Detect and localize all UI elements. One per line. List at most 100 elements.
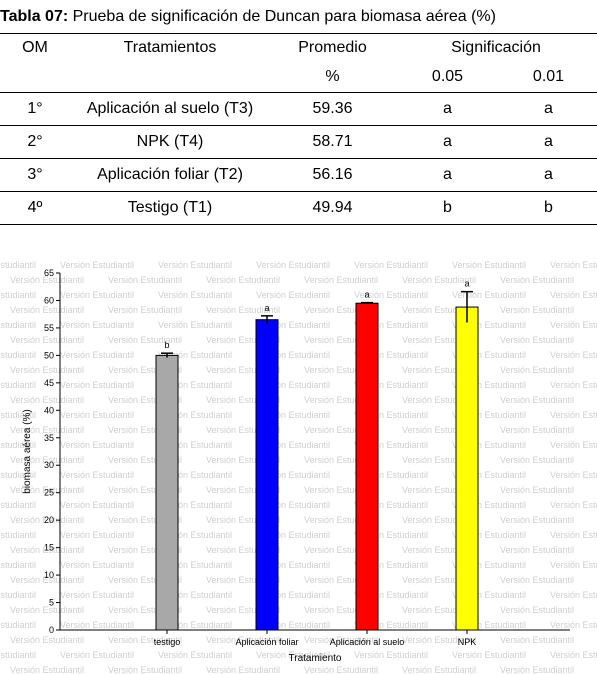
watermark: Versión Estudiantil bbox=[452, 650, 526, 660]
watermark: Versión Estudiantil bbox=[402, 515, 476, 525]
watermark: Versión Estudiantil bbox=[452, 260, 526, 270]
header-cell: OM bbox=[0, 33, 70, 62]
watermark: Versión Estudiantil bbox=[256, 440, 330, 450]
table-row: 4º Testigo (T1) 49.94 b b bbox=[0, 191, 597, 225]
watermark: Versión Estudiantil bbox=[60, 560, 134, 570]
table-cell: Aplicación foliar (T2) bbox=[70, 158, 270, 192]
table-cell: Aplicación al suelo (T3) bbox=[70, 92, 270, 126]
watermark: Versión Estudiantil bbox=[550, 500, 597, 510]
watermark: Versión Estudiantil bbox=[158, 410, 232, 420]
watermark: Versión Estudiantil bbox=[402, 485, 476, 495]
watermark: Versión Estudiantil bbox=[500, 275, 574, 285]
y-tick-label: 5 bbox=[49, 598, 54, 608]
table-cell: 3° bbox=[0, 158, 70, 192]
watermark: Versión Estudiantil bbox=[108, 425, 182, 435]
watermark: Versión Estudiantil bbox=[0, 560, 36, 570]
header-cell: Promedio bbox=[270, 33, 395, 62]
watermark: Versión Estudiantil bbox=[304, 635, 378, 645]
watermark: Versión Estudiantil bbox=[10, 545, 84, 555]
watermark: Versión Estudiantil bbox=[108, 515, 182, 525]
y-tick-label: 25 bbox=[44, 488, 54, 498]
watermark: Versión Estudiantil bbox=[206, 545, 280, 555]
watermark: Versión Estudiantil bbox=[500, 545, 574, 555]
watermark: Versión Estudiantil bbox=[0, 260, 36, 270]
watermark: Versión Estudiantil bbox=[60, 410, 134, 420]
watermark: Versión Estudiantil bbox=[60, 620, 134, 630]
watermark: Versión Estudiantil bbox=[256, 650, 330, 660]
watermark: Versión Estudiantil bbox=[158, 500, 232, 510]
table-cell: a bbox=[500, 158, 597, 192]
watermark: Versión Estudiantil bbox=[256, 530, 330, 540]
watermark: Versión Estudiantil bbox=[108, 635, 182, 645]
watermark: Versión Estudiantil bbox=[108, 395, 182, 405]
watermark: Versión Estudiantil bbox=[304, 335, 378, 345]
watermark: Versión Estudiantil bbox=[10, 665, 84, 674]
caption: Tabla 07: Prueba de significación de Dun… bbox=[0, 8, 496, 26]
watermark: Versión Estudiantil bbox=[256, 560, 330, 570]
watermark: Versión Estudiantil bbox=[452, 410, 526, 420]
watermark: Versión Estudiantil bbox=[10, 395, 84, 405]
watermark: Versión Estudiantil bbox=[354, 440, 428, 450]
table-cell: b bbox=[395, 191, 500, 225]
watermark: Versión Estudiantil bbox=[402, 395, 476, 405]
watermark: Versión Estudiantil bbox=[0, 530, 36, 540]
watermark: Versión Estudiantil bbox=[354, 380, 428, 390]
watermark: Versión Estudiantil bbox=[108, 275, 182, 285]
watermark: Versión Estudiantil bbox=[452, 440, 526, 450]
header-cell: 0.05 bbox=[431, 68, 464, 85]
watermark: Versión Estudiantil bbox=[256, 320, 330, 330]
watermark: Versión Estudiantil bbox=[108, 305, 182, 315]
watermark: Versión Estudiantil bbox=[10, 425, 84, 435]
watermark: Versión Estudiantil bbox=[158, 290, 232, 300]
watermark: Versión Estudiantil bbox=[108, 605, 182, 615]
watermark: Versión Estudiantil bbox=[158, 350, 232, 360]
watermark: Versión Estudiantil bbox=[550, 470, 597, 480]
watermark: Versión Estudiantil bbox=[60, 590, 134, 600]
watermark: Versión Estudiantil bbox=[402, 455, 476, 465]
watermark: Versión Estudiantil bbox=[500, 665, 574, 674]
watermark: Versión Estudiantil bbox=[354, 650, 428, 660]
table-row: 3° Aplicación foliar (T2) 56.16 a a bbox=[0, 158, 597, 192]
watermark: Versión Estudiantil bbox=[0, 410, 36, 420]
table-cell: 2° bbox=[0, 125, 70, 159]
y-tick-label: 65 bbox=[44, 268, 54, 278]
watermark: Versión Estudiantil bbox=[500, 575, 574, 585]
bar bbox=[455, 306, 479, 631]
x-tick-label: NPK bbox=[458, 637, 477, 647]
watermark: Versión Estudiantil bbox=[304, 545, 378, 555]
table-cell: a bbox=[500, 125, 597, 159]
watermark: Versión Estudiantil bbox=[10, 515, 84, 525]
watermark: Versión Estudiantil bbox=[402, 275, 476, 285]
table-cell: a bbox=[395, 125, 500, 159]
watermark: Versión Estudiantil bbox=[550, 440, 597, 450]
watermark: Versión Estudiantil bbox=[354, 590, 428, 600]
watermark: Versión Estudiantil bbox=[60, 470, 134, 480]
watermark: Versión Estudiantil bbox=[354, 470, 428, 480]
y-tick-label: 45 bbox=[44, 378, 54, 388]
watermark: Versión Estudiantil bbox=[60, 530, 134, 540]
watermark: Versión Estudiantil bbox=[60, 380, 134, 390]
table-row: 1° Aplicación al suelo (T3) 59.36 a a bbox=[0, 92, 597, 126]
watermark: Versión Estudiantil bbox=[256, 350, 330, 360]
watermark: Versión Estudiantil bbox=[452, 470, 526, 480]
subheader-row: % 0.05 0.01 bbox=[0, 62, 597, 93]
watermark: Versión Estudiantil bbox=[256, 470, 330, 480]
watermark: Versión Estudiantil bbox=[500, 515, 574, 525]
x-axis-label: Tratamiento bbox=[289, 653, 342, 664]
bar bbox=[255, 319, 279, 631]
watermark: Versión Estudiantil bbox=[60, 350, 134, 360]
watermark: Versión Estudiantil bbox=[304, 575, 378, 585]
watermark: Versión Estudiantil bbox=[550, 650, 597, 660]
watermark: Versión Estudiantil bbox=[304, 275, 378, 285]
watermark: Versión Estudiantil bbox=[452, 500, 526, 510]
x-tick-label: testigo bbox=[154, 637, 181, 647]
watermark: Versión Estudiantil bbox=[10, 485, 84, 495]
watermark: Versión Estudiantil bbox=[158, 470, 232, 480]
watermark: Versión Estudiantil bbox=[108, 365, 182, 375]
watermark: Versión Estudiantil bbox=[304, 305, 378, 315]
watermark: Versión Estudiantil bbox=[0, 380, 36, 390]
watermark: Versión Estudiantil bbox=[304, 665, 378, 674]
watermark: Versión Estudiantil bbox=[10, 575, 84, 585]
chart: Versión Estudiantil Versión Estudiantil Ve… bbox=[0, 260, 597, 674]
